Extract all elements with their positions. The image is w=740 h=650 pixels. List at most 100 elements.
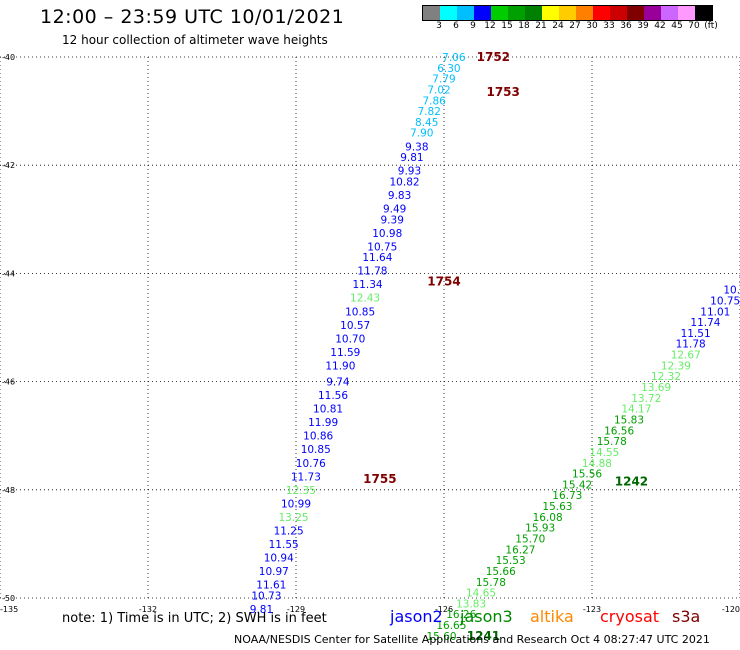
- wave-height-value: 15.93: [525, 523, 555, 535]
- wave-height-value: 10.2: [723, 285, 740, 297]
- legend-swatch: [491, 6, 508, 20]
- legend-label: 39: [637, 21, 649, 31]
- legend-altika: altika: [530, 607, 574, 626]
- wave-height-value: 7.86: [422, 95, 446, 107]
- wave-height-value: 10.98: [372, 228, 402, 240]
- lat-tick-label: -44: [2, 269, 15, 278]
- wave-height-value: 11.34: [353, 279, 383, 291]
- wave-height-value: 10.99: [281, 498, 311, 510]
- wave-height-value: 10.75: [710, 295, 740, 307]
- legend-label: 3: [436, 21, 442, 31]
- page-title: 12:00 – 23:59 UTC 10/01/2021: [40, 6, 345, 28]
- wave-height-value: 7.82: [418, 106, 441, 118]
- wave-height-value: 15.56: [572, 469, 602, 481]
- legend-jason3: jason3: [460, 607, 513, 626]
- legend-swatch: [525, 6, 542, 20]
- wave-height-value: 11.61: [256, 579, 286, 591]
- wave-height-value: 14.55: [589, 447, 619, 459]
- wave-height-value: 12.39: [661, 360, 691, 372]
- legend-label: 45: [671, 21, 683, 31]
- legend-jason2: jason2: [390, 607, 443, 626]
- time-marker: 1753: [486, 85, 519, 99]
- legend-s3a: s3a: [672, 607, 701, 626]
- legend-swatch: [610, 6, 627, 20]
- time-marker: 1241: [467, 629, 500, 643]
- wave-height-value: 7.79: [432, 74, 455, 86]
- wave-height-value: 15.63: [542, 501, 572, 513]
- wave-height-value: 7.90: [410, 128, 433, 140]
- wave-height-value: 11.78: [357, 266, 387, 278]
- wave-height-value: 16.08: [533, 512, 563, 524]
- wave-height-value: 7.02: [427, 84, 450, 96]
- page-subtitle: 12 hour collection of altimeter wave hei…: [62, 33, 328, 47]
- wave-height-value: 9.49: [383, 203, 406, 215]
- lat-tick-label: -46: [2, 378, 15, 387]
- lat-tick-label: -48: [2, 486, 15, 495]
- footer-note: note: 1) Time is in UTC; 2) SWH is in fe…: [62, 611, 327, 626]
- wave-height-value: 11.78: [676, 339, 706, 351]
- wave-height-value: 9.38: [405, 141, 428, 153]
- legend-swatch: [644, 6, 661, 20]
- wave-height-value: 11.59: [330, 347, 360, 359]
- wave-height-value: 12.67: [671, 350, 701, 362]
- wave-height-value: 15.60: [427, 631, 457, 643]
- wave-height-value: 9.93: [398, 166, 421, 178]
- wave-height-value: 11.90: [325, 360, 355, 372]
- lon-tick-label: -132: [139, 605, 157, 614]
- wave-height-value: 10.70: [335, 333, 365, 345]
- wave-height-value: 10.86: [303, 431, 333, 443]
- wave-height-value: 16.73: [552, 490, 582, 502]
- lat-tick-label: -40: [2, 53, 15, 62]
- time-marker: 1752: [477, 50, 510, 64]
- legend-swatch: [695, 6, 712, 20]
- wave-height-value: 9.39: [381, 214, 404, 226]
- lon-tick-label: -129: [287, 605, 305, 614]
- color-scale-legend: [422, 5, 713, 21]
- wave-height-value: 10.82: [390, 176, 420, 188]
- time-marker: 1755: [363, 472, 396, 486]
- wave-height-value: 10.94: [264, 552, 294, 564]
- lon-tick-label: -123: [583, 605, 601, 614]
- wave-height-value: 13.83: [456, 598, 486, 610]
- wave-height-value: 10.97: [259, 566, 289, 578]
- wave-height-value: 11.73: [291, 471, 321, 483]
- wave-height-value: 12.32: [651, 371, 681, 383]
- wave-height-value: 15.83: [614, 414, 644, 426]
- legend-label: 27: [569, 21, 581, 31]
- legend-swatch: [542, 6, 559, 20]
- legend-swatch: [440, 6, 457, 20]
- wave-height-value: 9.81: [250, 604, 273, 616]
- wave-height-value: 10.57: [340, 320, 370, 332]
- legend-swatch: [627, 6, 644, 20]
- wave-height-value: 15.42: [562, 479, 592, 491]
- legend-label: 9: [470, 21, 476, 31]
- lat-tick-label: -42: [2, 161, 15, 170]
- wave-height-value: 10.76: [296, 458, 326, 470]
- wave-height-value: 10.85: [345, 306, 375, 318]
- wave-height-value: 10.85: [301, 444, 331, 456]
- legend-label: 33: [603, 21, 615, 31]
- wave-height-value: 15.78: [476, 577, 506, 589]
- legend-label: 42: [654, 21, 666, 31]
- wave-height-value: 11.99: [308, 417, 338, 429]
- legend-swatch: [508, 6, 525, 20]
- lon-tick-label: -120: [722, 605, 740, 614]
- wave-height-value: 10.75: [367, 241, 397, 253]
- wave-height-value: 14.17: [621, 404, 651, 416]
- legend-label: 21: [535, 21, 547, 31]
- wave-height-value: 15.53: [496, 555, 526, 567]
- legend-swatch: [423, 6, 440, 20]
- wave-height-value: 16.27: [505, 544, 535, 556]
- wave-height-value: 11.64: [362, 252, 392, 264]
- legend-swatch: [593, 6, 610, 20]
- legend-label: 30: [586, 21, 598, 31]
- wave-height-value: 12.43: [350, 293, 380, 305]
- wave-height-value: 12.35: [286, 485, 316, 497]
- wave-height-value: 16.65: [436, 620, 466, 632]
- wave-height-value: 8.45: [415, 117, 438, 129]
- wave-height-value: 14.65: [466, 588, 496, 600]
- wave-height-value: 6.30: [437, 63, 460, 75]
- wave-height-value: 11.56: [318, 390, 348, 402]
- wave-height-value: 11.25: [274, 525, 304, 537]
